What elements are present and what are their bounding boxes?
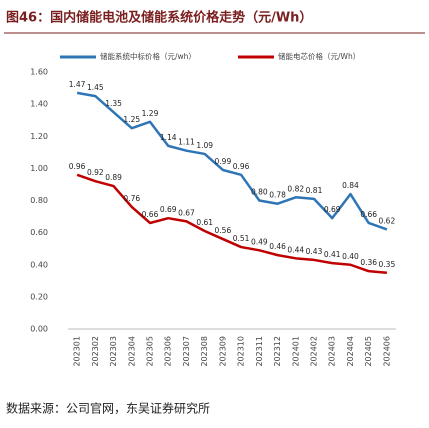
legend-label: 储能系统中标价格（元/wh） <box>100 51 196 61</box>
value-label: 0.61 <box>196 218 213 227</box>
chart-title: 图46：国内储能电池及储能系统价格走势（元/Wh） <box>6 10 312 26</box>
value-label: 0.36 <box>360 258 377 267</box>
series-line <box>76 91 388 231</box>
x-tick-label: 202404 <box>346 336 355 367</box>
y-tick-label: 1.20 <box>30 132 48 141</box>
x-tick-label: 202402 <box>310 336 319 367</box>
value-label: 0.80 <box>251 188 268 197</box>
x-tick-label: 202406 <box>382 336 391 367</box>
value-label: 0.41 <box>324 250 341 259</box>
y-tick-label: 1.60 <box>30 68 48 77</box>
value-label: 0.96 <box>69 162 86 171</box>
value-label: 0.62 <box>379 216 396 225</box>
value-label: 0.66 <box>142 210 159 219</box>
value-label: 0.96 <box>233 162 250 171</box>
value-label: 0.66 <box>360 210 377 219</box>
x-tick-label: 202311 <box>255 336 264 367</box>
value-label: 0.44 <box>287 245 304 254</box>
value-label: 1.09 <box>196 141 213 150</box>
value-label: 0.82 <box>287 184 304 193</box>
x-tick-label: 202310 <box>237 336 246 367</box>
x-tick-label: 202302 <box>91 336 100 367</box>
value-label: 0.43 <box>306 247 323 256</box>
x-tick-label: 202401 <box>291 336 300 367</box>
y-tick-label: 0.20 <box>30 292 48 301</box>
value-label: 1.45 <box>87 83 104 92</box>
value-label: 1.14 <box>160 133 177 142</box>
x-tick-label: 202304 <box>127 336 136 367</box>
value-label: 1.35 <box>105 99 122 108</box>
value-label: 0.92 <box>87 168 104 177</box>
value-label: 0.84 <box>342 181 359 190</box>
y-tick-label: 1.00 <box>30 164 48 173</box>
x-tick-label: 202309 <box>218 336 227 367</box>
value-label: 0.51 <box>233 234 250 243</box>
y-tick-label: 0.80 <box>30 196 48 205</box>
x-tick-label: 202403 <box>328 336 337 367</box>
value-label: 1.47 <box>69 80 86 89</box>
value-label: 0.35 <box>379 260 396 269</box>
value-label: 0.49 <box>251 237 268 246</box>
value-label: 1.11 <box>178 138 195 147</box>
value-label: 0.78 <box>269 191 286 200</box>
value-label: 0.56 <box>215 226 232 235</box>
x-tick-label: 202303 <box>109 336 118 367</box>
x-tick-label: 202305 <box>146 336 155 367</box>
value-label: 0.40 <box>342 252 359 261</box>
value-label: 0.99 <box>215 157 232 166</box>
legend-label: 储能电芯价格（元/Wh） <box>278 51 360 61</box>
source-note: 数据来源：公司官网，东吴证券研究所 <box>6 401 210 416</box>
value-label: 0.81 <box>306 186 323 195</box>
value-label: 0.46 <box>269 242 286 251</box>
value-label: 0.89 <box>105 173 122 182</box>
x-tick-label: 202306 <box>164 336 173 367</box>
x-tick-label: 202307 <box>182 336 191 367</box>
value-label: 0.69 <box>324 205 341 214</box>
x-tick-label: 202312 <box>273 336 282 367</box>
y-tick-label: 1.40 <box>30 100 48 109</box>
x-tick-label: 202308 <box>200 336 209 367</box>
x-tick-label: 202405 <box>364 336 373 367</box>
y-tick-label: 0.00 <box>30 325 48 334</box>
value-label: 0.67 <box>178 208 195 217</box>
value-label: 0.69 <box>160 205 177 214</box>
series-line <box>76 173 387 275</box>
x-tick-label: 202301 <box>73 336 82 367</box>
y-tick-label: 0.60 <box>30 228 48 237</box>
value-label: 1.25 <box>123 115 140 124</box>
value-label: 1.29 <box>142 109 159 118</box>
value-label: 0.76 <box>123 194 140 203</box>
y-tick-label: 0.40 <box>30 260 48 269</box>
